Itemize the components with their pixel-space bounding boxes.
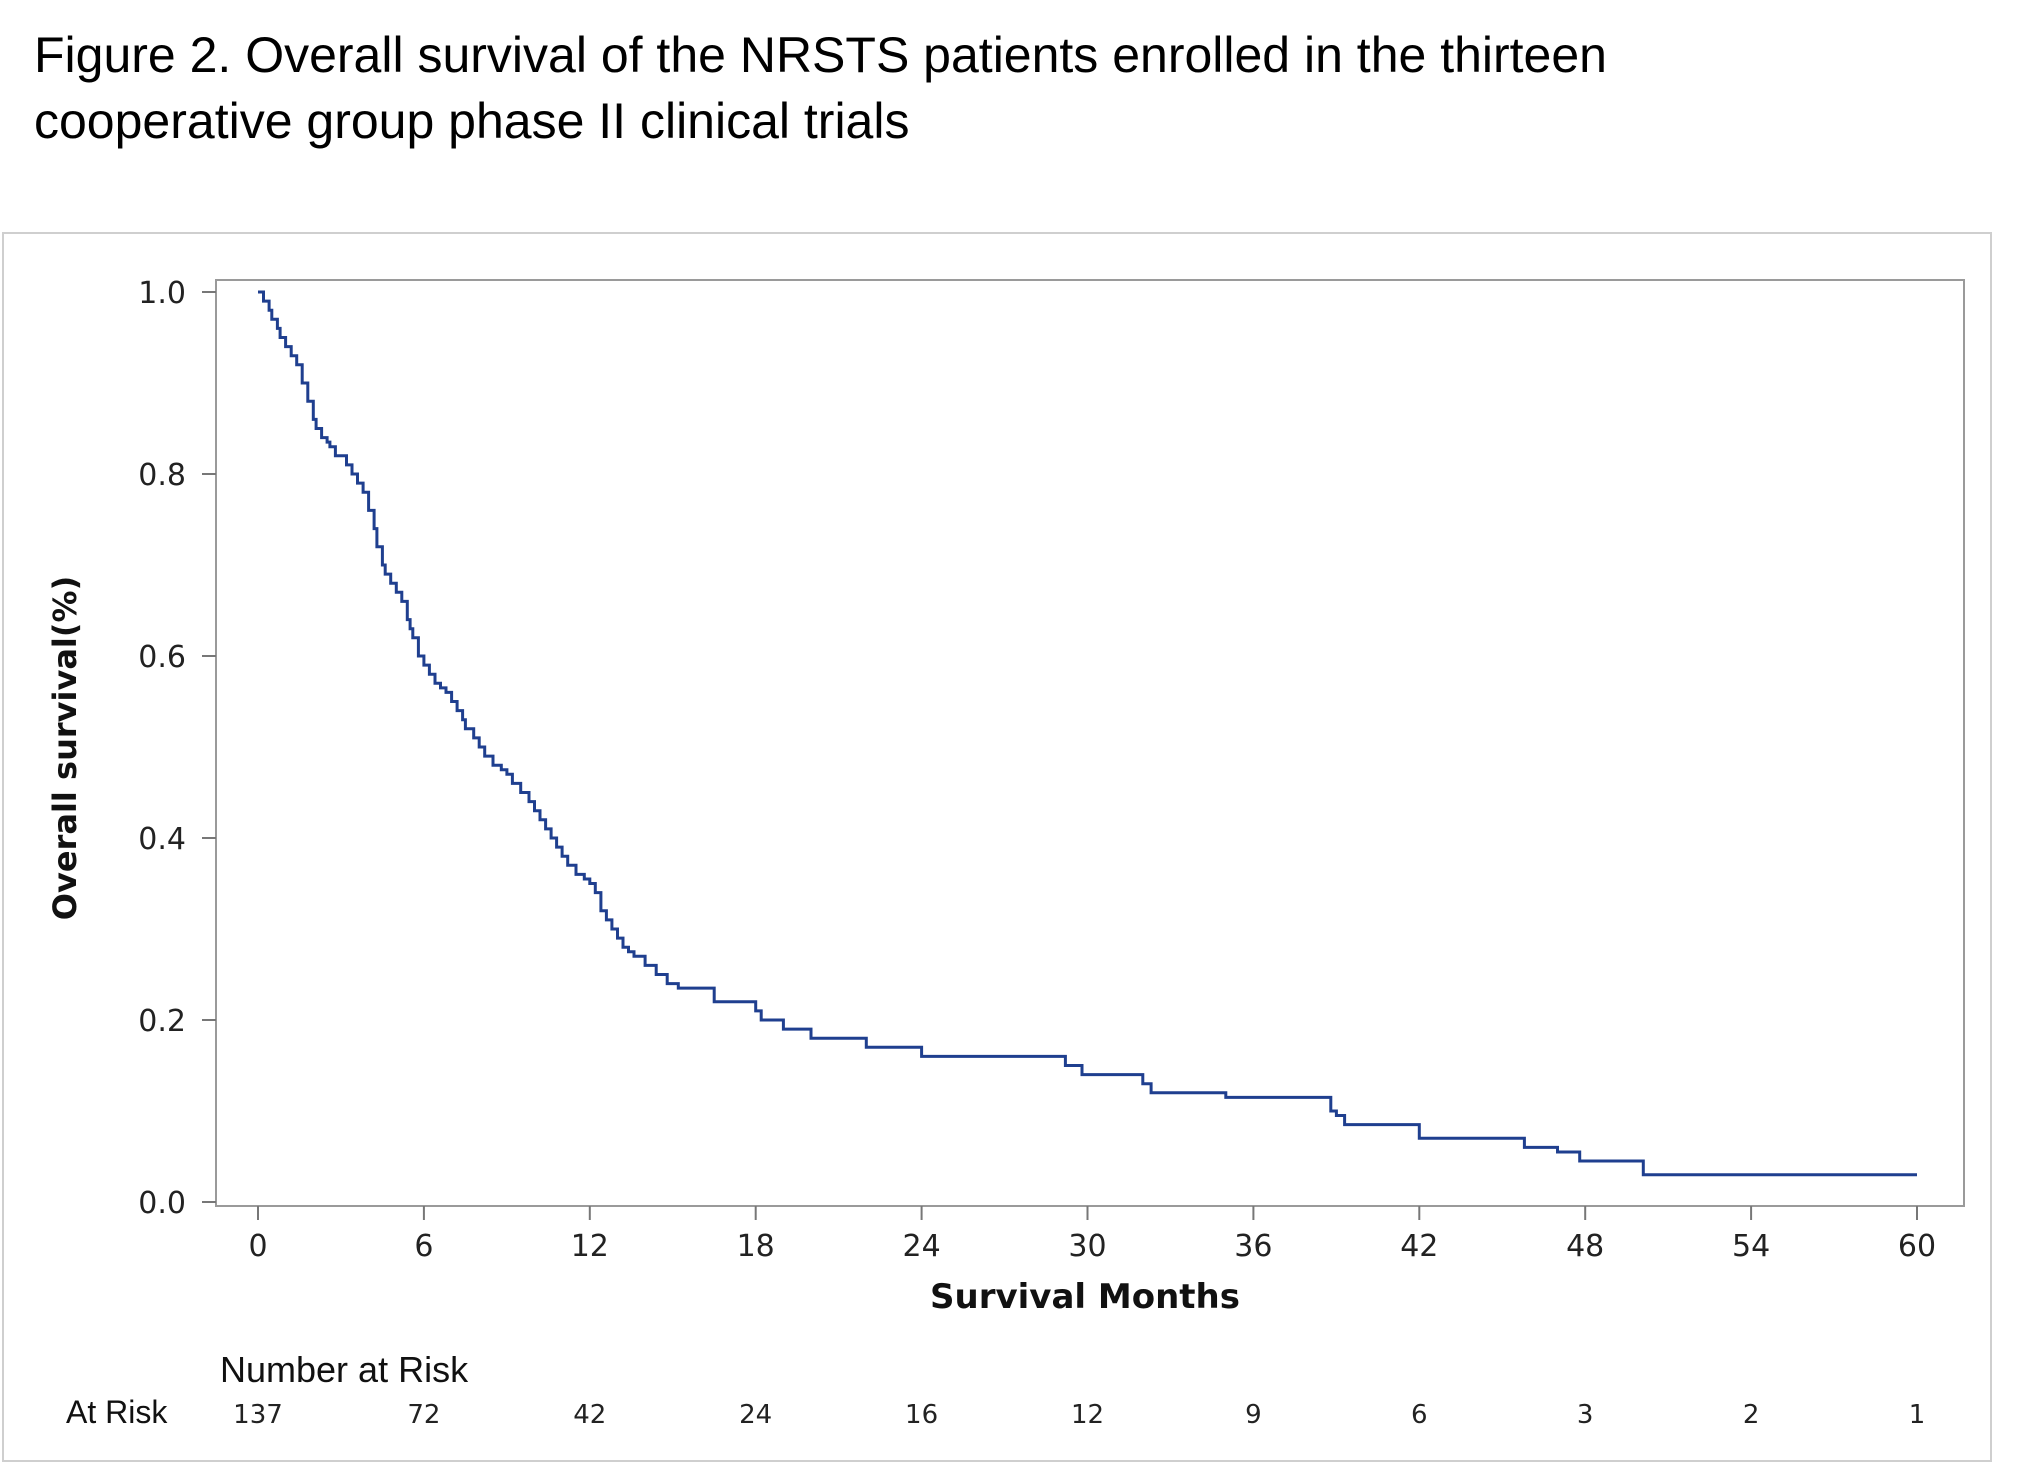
y-tick-label: 0.2 [138, 1004, 186, 1039]
risk-count: 3 [1577, 1400, 1594, 1430]
x-tick-label: 0 [248, 1229, 267, 1264]
x-tick-label: 48 [1566, 1229, 1604, 1264]
risk-count: 2 [1743, 1400, 1760, 1430]
risk-count: 16 [905, 1400, 938, 1430]
x-tick-label: 42 [1400, 1229, 1438, 1264]
y-tick-label: 0.6 [138, 640, 186, 675]
risk-table-heading: Number at Risk [220, 1349, 469, 1390]
risk-table-row: 137 72 42 24 16 12 9 6 3 2 1 [233, 1400, 1925, 1430]
x-tick-label: 12 [571, 1229, 609, 1264]
risk-count: 9 [1245, 1400, 1262, 1430]
x-tick-label: 18 [737, 1229, 775, 1264]
x-tick-label: 54 [1732, 1229, 1770, 1264]
y-axis-title: Overall survival(%) [46, 576, 84, 920]
chart-panel: 0.0 0.2 0.4 0.6 0.8 1.0 0 6 12 18 24 30 36 42 48 54 60 … [2, 232, 1992, 1462]
x-tick-label: 30 [1068, 1229, 1106, 1264]
x-tick-label: 6 [414, 1229, 433, 1264]
risk-count: 12 [1071, 1400, 1104, 1430]
risk-count: 137 [233, 1400, 283, 1430]
y-tick-label: 0.8 [138, 458, 186, 493]
x-axis-title: Survival Months [930, 1277, 1240, 1317]
risk-count: 24 [739, 1400, 772, 1430]
risk-table-row-label: At Risk [66, 1394, 168, 1430]
figure-title-line-2: cooperative group phase II clinical tria… [34, 93, 910, 149]
y-tick-label: 1.0 [138, 276, 186, 311]
y-tick-label: 0.4 [138, 822, 186, 857]
y-tick-label: 0.0 [138, 1186, 186, 1221]
risk-count: 6 [1411, 1400, 1428, 1430]
risk-count: 42 [573, 1400, 606, 1430]
risk-count: 1 [1909, 1400, 1926, 1430]
figure-title: Figure 2. Overall survival of the NRSTS … [34, 22, 1934, 154]
figure-title-line-1: Figure 2. Overall survival of the NRSTS … [34, 27, 1607, 83]
y-axis: 0.0 0.2 0.4 0.6 0.8 1.0 [138, 276, 217, 1221]
x-axis: 0 6 12 18 24 30 36 42 48 54 60 [248, 1206, 1936, 1264]
x-tick-label: 36 [1234, 1229, 1272, 1264]
survival-chart: 0.00.20.40.60.81.0 0 6 12 18 24 30 36 42 48 54 60 … [46, 276, 1965, 1430]
survival-curve [258, 290, 1917, 1177]
x-tick-label: 24 [903, 1229, 941, 1264]
x-tick-label: 60 [1898, 1229, 1936, 1264]
risk-count: 72 [407, 1400, 440, 1430]
